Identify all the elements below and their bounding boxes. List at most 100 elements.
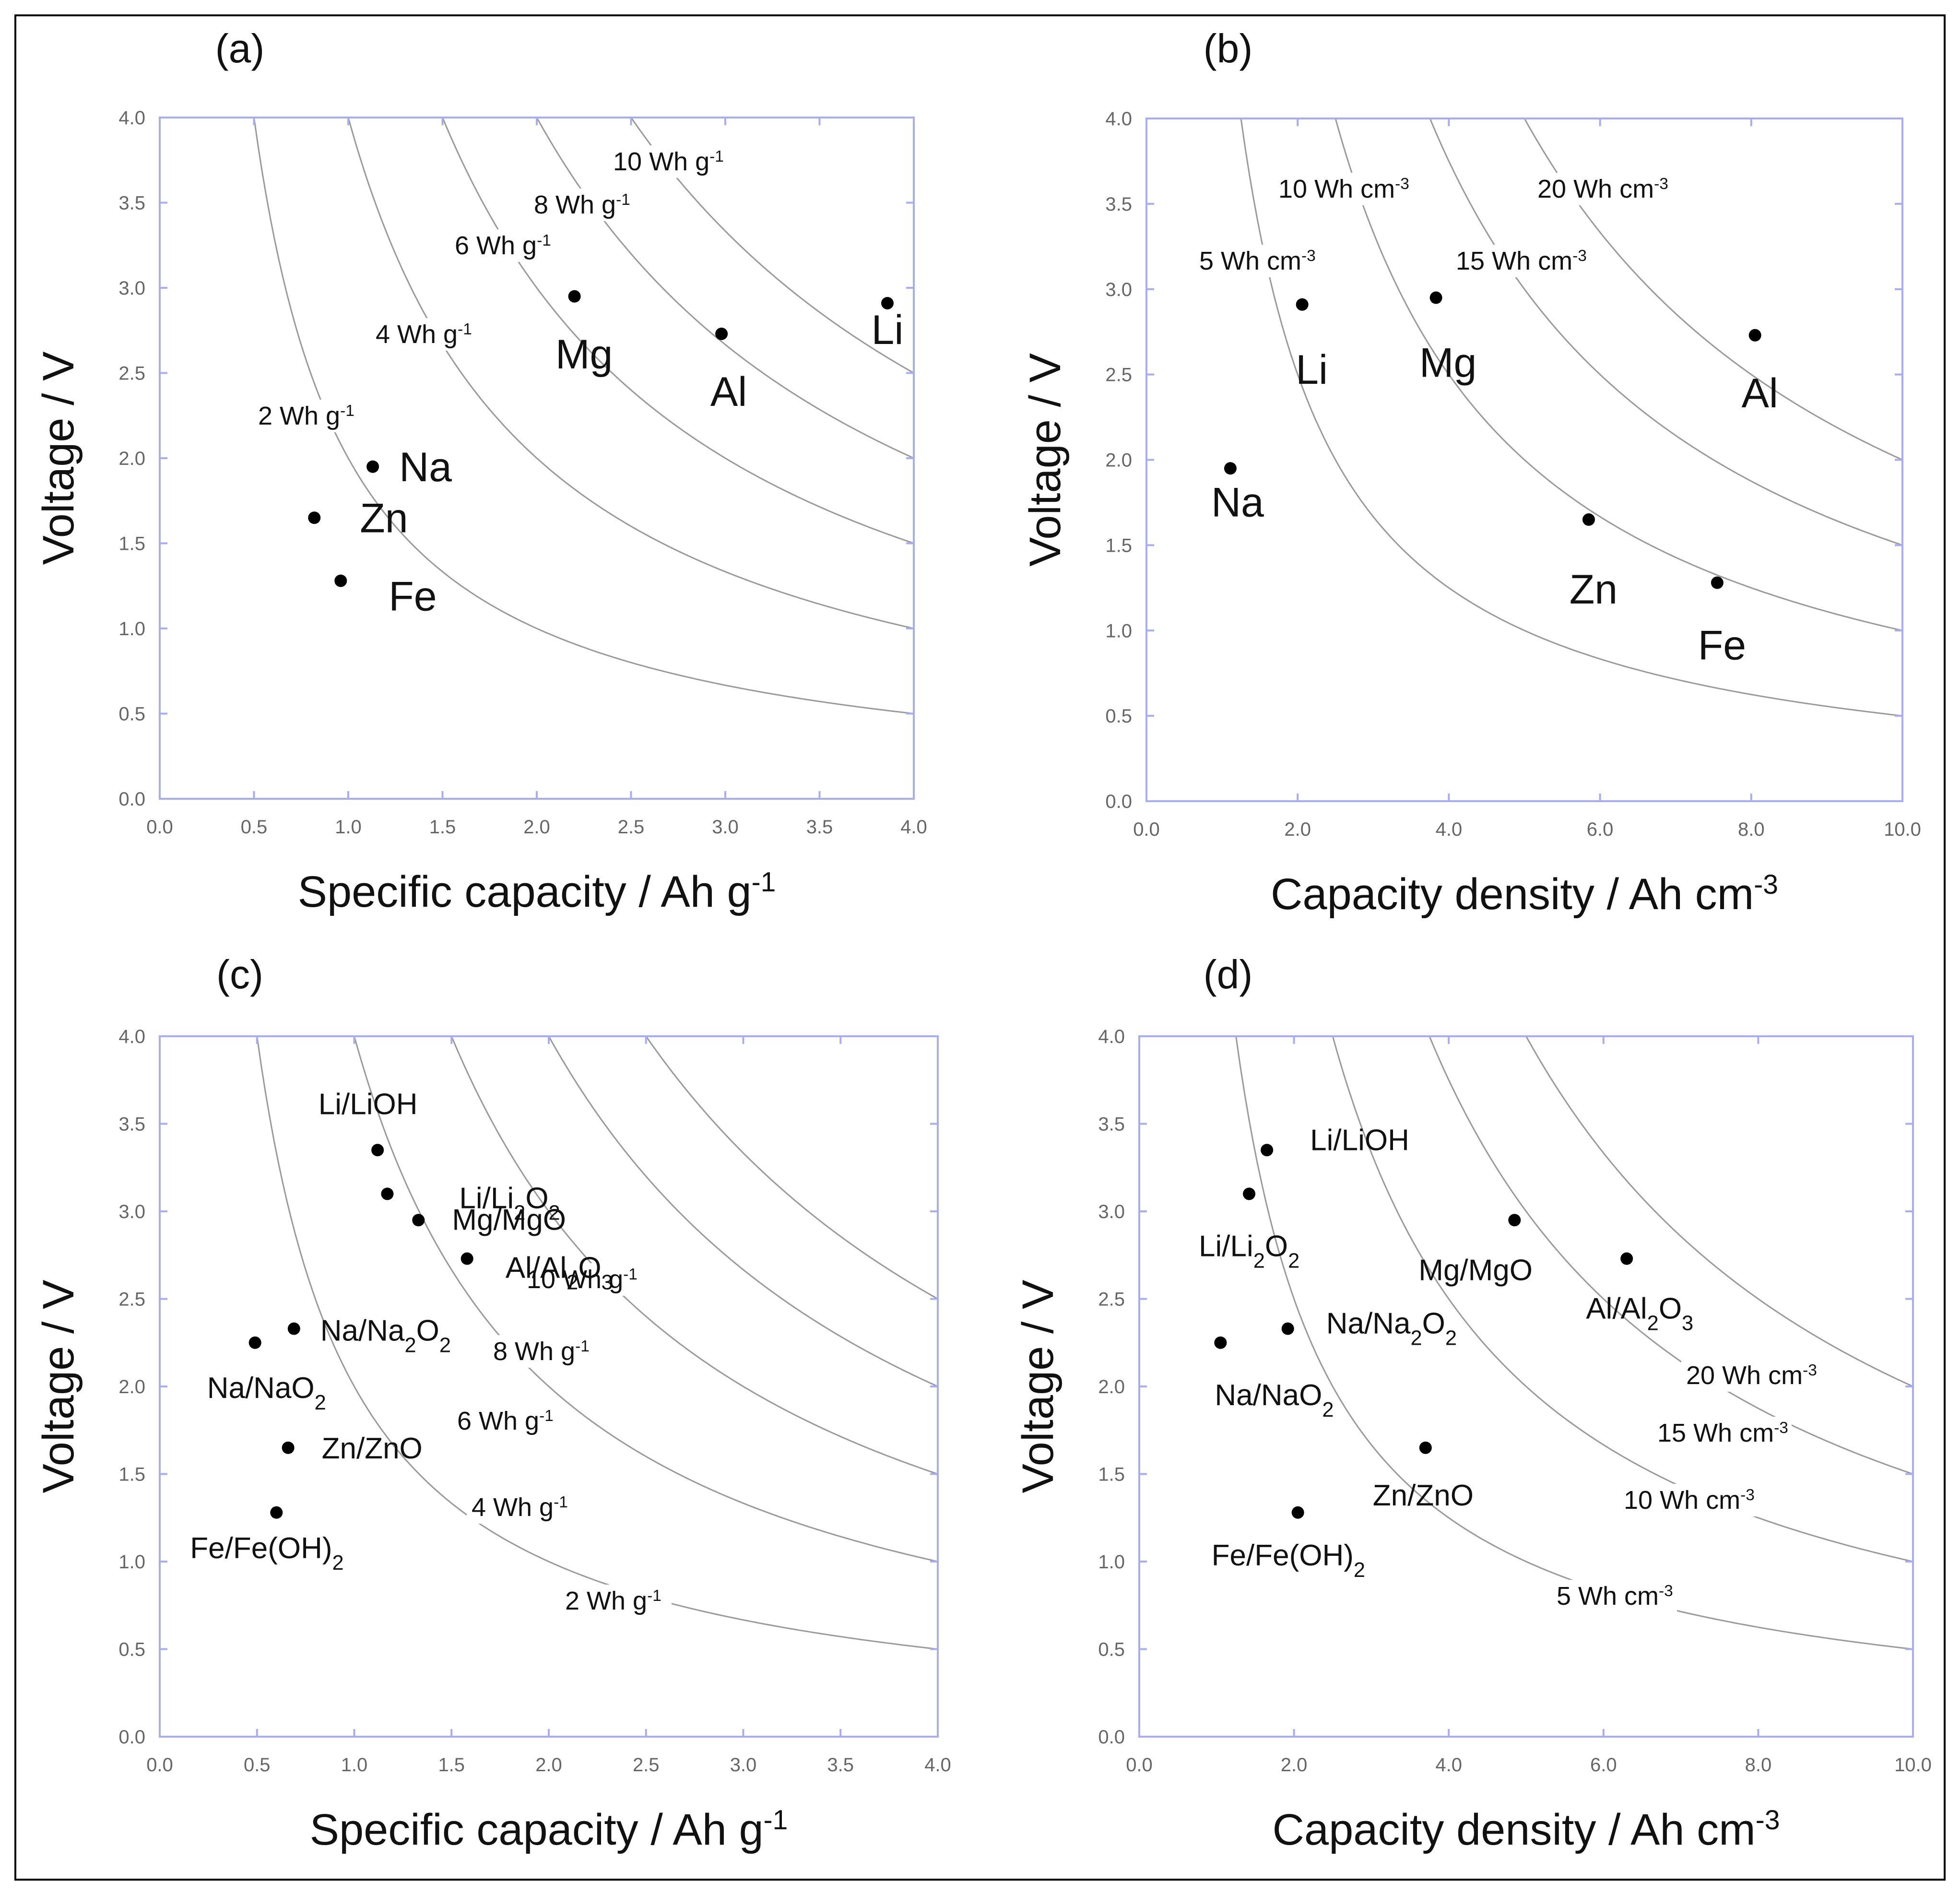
data-point-label: Al bbox=[710, 369, 747, 415]
x-tick-label: 3.5 bbox=[827, 1754, 854, 1776]
iso-energy-curve bbox=[442, 118, 914, 544]
curve-label-bg bbox=[1552, 1580, 1677, 1612]
data-point-label: Mg/MgO bbox=[452, 1203, 566, 1236]
data-point-label: Zn bbox=[1570, 567, 1618, 613]
data-point bbox=[1419, 1441, 1432, 1454]
x-tick-label: 2.0 bbox=[535, 1754, 562, 1776]
x-tick-label: 0.0 bbox=[1126, 1754, 1153, 1776]
iso-curve-label: 6 Wh g-1 bbox=[457, 1407, 554, 1435]
data-point-label: Na bbox=[399, 444, 452, 490]
data-point bbox=[1261, 1144, 1274, 1157]
iso-curve-label: 8 Wh g-1 bbox=[493, 1337, 590, 1366]
panel-c: (c) 2 Wh g-1 4 Wh g-1 6 Wh g-1 8 Wh g-1 10 Wh… bbox=[34, 952, 951, 1854]
y-tick-label: 0.0 bbox=[1105, 791, 1132, 812]
curve-label-bg bbox=[1451, 245, 1590, 277]
curve-label-bg bbox=[560, 1585, 672, 1617]
data-point-label: Na/NaO2 bbox=[207, 1372, 326, 1414]
data-point bbox=[248, 1336, 261, 1349]
data-point-label: Na/NaO2 bbox=[1215, 1379, 1334, 1421]
iso-energy-curve bbox=[1334, 118, 1902, 631]
y-tick-label: 2.5 bbox=[118, 363, 145, 384]
curve-label-bg bbox=[371, 318, 482, 351]
x-tick-label: 2.0 bbox=[1281, 1754, 1308, 1776]
iso-curve-label: 4 Wh g-1 bbox=[472, 1493, 568, 1522]
data-point bbox=[881, 296, 894, 309]
y-tick-label: 1.0 bbox=[1105, 620, 1132, 641]
data-point bbox=[270, 1506, 283, 1519]
x-tick-label: 2.5 bbox=[633, 1754, 660, 1776]
iso-energy-curve bbox=[548, 1036, 938, 1387]
data-point-label: Al/Al2O3 bbox=[1586, 1292, 1693, 1335]
iso-energy-curve bbox=[645, 1036, 938, 1300]
data-point-label: Zn/ZnO bbox=[1373, 1479, 1474, 1512]
x-axis-title: Specific capacity / Ah g-1 bbox=[298, 867, 776, 916]
iso-energy-curve bbox=[256, 1036, 938, 1650]
data-point bbox=[1711, 576, 1724, 589]
data-point-label: Li bbox=[1296, 347, 1328, 393]
y-tick-label: 0.5 bbox=[1105, 706, 1132, 727]
x-tick-label: 2.5 bbox=[618, 817, 645, 838]
data-point bbox=[1296, 298, 1309, 311]
iso-energy-curve bbox=[1523, 118, 1902, 461]
data-point-label: Fe bbox=[389, 574, 437, 620]
y-tick-label: 0.5 bbox=[118, 704, 145, 725]
y-axis-title: Voltage / V bbox=[1014, 1280, 1063, 1493]
data-point-label: Li/Li2O2 bbox=[1199, 1230, 1299, 1273]
data-point-label: Mg bbox=[555, 332, 613, 378]
iso-curve-label: 10 Wh cm-3 bbox=[1278, 175, 1409, 203]
data-point bbox=[1224, 462, 1237, 475]
iso-curve-label: 6 Wh g-1 bbox=[455, 231, 551, 260]
x-tick-label: 1.5 bbox=[438, 1754, 465, 1776]
data-point-label: Li/LiOH bbox=[319, 1088, 418, 1121]
data-point bbox=[1429, 291, 1442, 304]
panel-a: (a) 2 Wh g-1 4 Wh g-1 6 Wh g-1 8 Wh g-1 10 Wh… bbox=[34, 26, 927, 916]
iso-curve-label: 20 Wh cm-3 bbox=[1686, 1361, 1817, 1390]
data-point bbox=[308, 511, 321, 524]
x-tick-label: 4.0 bbox=[924, 1754, 951, 1776]
iso-curve-label: 15 Wh cm-3 bbox=[1456, 247, 1587, 275]
x-axis-title: Capacity density / Ah cm-3 bbox=[1272, 1805, 1780, 1854]
iso-curve-label: 20 Wh cm-3 bbox=[1537, 175, 1668, 203]
y-tick-label: 1.0 bbox=[118, 1552, 145, 1573]
y-tick-label: 1.5 bbox=[118, 1464, 145, 1485]
curve-label-bg bbox=[1194, 245, 1320, 277]
y-tick-label: 4.0 bbox=[118, 107, 145, 129]
data-point-label: Zn/ZnO bbox=[322, 1432, 423, 1465]
data-point-label: Li/LiOH bbox=[1310, 1124, 1409, 1157]
y-tick-label: 3.5 bbox=[1098, 1114, 1125, 1135]
y-tick-label: 0.0 bbox=[1098, 1727, 1125, 1748]
curve-label-bg bbox=[1653, 1417, 1792, 1449]
curve-label-bg bbox=[522, 1263, 647, 1296]
y-tick-label: 3.0 bbox=[1105, 279, 1132, 300]
x-tick-label: 4.0 bbox=[1435, 1754, 1462, 1776]
iso-energy-curve bbox=[354, 1036, 938, 1563]
data-point bbox=[282, 1441, 295, 1454]
panel-tag: (c) bbox=[216, 952, 263, 997]
x-tick-label: 2.0 bbox=[1284, 819, 1311, 840]
x-tick-label: 1.0 bbox=[335, 817, 362, 838]
iso-curve-label: 5 Wh cm-3 bbox=[1557, 1582, 1673, 1611]
data-point bbox=[715, 327, 728, 340]
data-point-label: Na bbox=[1211, 479, 1264, 525]
y-tick-label: 3.5 bbox=[1105, 194, 1132, 215]
x-tick-label: 0.0 bbox=[146, 817, 173, 838]
x-tick-label: 0.5 bbox=[241, 817, 268, 838]
curve-label-bg bbox=[452, 1405, 564, 1437]
y-tick-label: 4.0 bbox=[118, 1026, 145, 1047]
y-tick-label: 0.0 bbox=[118, 789, 145, 810]
data-point-label: Na/Na2O2 bbox=[320, 1315, 451, 1357]
y-tick-label: 2.5 bbox=[118, 1289, 145, 1310]
x-tick-label: 3.5 bbox=[806, 817, 833, 838]
data-point bbox=[1748, 329, 1761, 342]
x-tick-label: 10.0 bbox=[1884, 819, 1921, 840]
iso-energy-curve bbox=[253, 118, 914, 714]
data-point bbox=[412, 1214, 425, 1227]
iso-energy-curve bbox=[1332, 1036, 1913, 1563]
x-tick-label: 1.5 bbox=[429, 817, 456, 838]
x-tick-label: 4.0 bbox=[1436, 819, 1463, 840]
y-tick-label: 3.0 bbox=[1098, 1201, 1125, 1222]
data-point-label: Al bbox=[1741, 370, 1778, 416]
y-tick-label: 0.5 bbox=[118, 1639, 145, 1660]
iso-curve-label: 10 Wh cm-3 bbox=[1624, 1486, 1755, 1515]
data-point-label: Fe/Fe(OH)2 bbox=[1212, 1539, 1365, 1582]
